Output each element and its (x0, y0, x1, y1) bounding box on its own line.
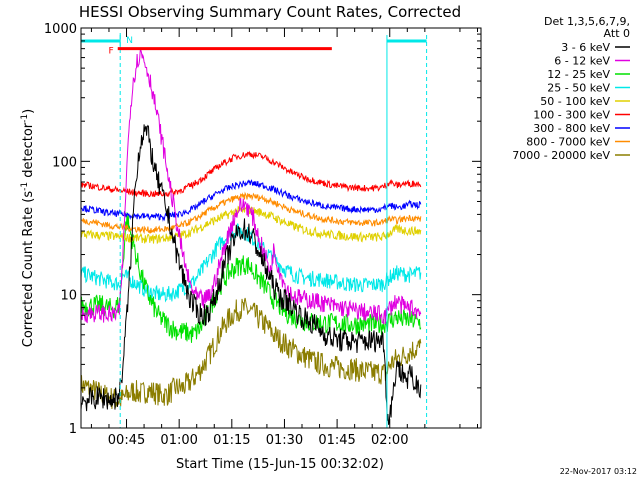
timestamp-label: 22-Nov-2017 03:12 (560, 467, 637, 476)
series-line-3 (81, 223, 422, 303)
flag-f-label: F (109, 47, 114, 57)
legend-entry-4: 50 - 100 keV (540, 95, 610, 108)
chart-title: HESSI Observing Summary Count Rates, Cor… (79, 3, 461, 21)
series-line-0 (81, 124, 422, 425)
legend-entry-0: 3 - 6 keV (561, 41, 610, 54)
y-axis-label-exp2: -1 (20, 114, 30, 123)
series-line-7 (81, 191, 422, 235)
legend-entry-1: 6 - 12 keV (554, 55, 610, 68)
series-line-6 (81, 179, 422, 222)
flag-n-label: N (126, 36, 133, 46)
x-tick-label: 01:15 (213, 433, 250, 448)
series-line-8 (81, 297, 422, 409)
x-axis-label: Start Time (15-Jun-15 00:32:02) (176, 457, 384, 472)
x-tick-label: 02:00 (371, 433, 408, 448)
y-axis-label-part3: ) (21, 109, 36, 114)
x-tick-label: 01:00 (160, 433, 197, 448)
legend-entry-3: 25 - 50 keV (547, 82, 610, 95)
legend-header-0: Det 1,3,5,6,7,9, (544, 15, 630, 28)
legend-entry-7: 800 - 7000 keV (526, 136, 610, 149)
y-tick-label: 10 (60, 289, 77, 304)
legend-entry-2: 12 - 25 keV (547, 68, 610, 81)
y-tick-label: 1000 (44, 22, 77, 37)
legend-entry-6: 300 - 800 keV (533, 122, 610, 135)
legend-entry-5: 100 - 300 keV (533, 109, 610, 122)
y-axis-label-part2: detector (21, 122, 36, 182)
y-axis-label: Corrected Count Rate (s-1 detector-1) (20, 109, 36, 347)
x-tick-label: 00:45 (108, 433, 145, 448)
chart-marks (81, 48, 422, 425)
y-axis-label-part1: Corrected Count Rate (s (21, 191, 36, 348)
y-axis-label-exp1: -1 (20, 182, 30, 191)
y-tick-label: 100 (52, 155, 77, 170)
chart-axes: F N 1 10 100 1000 00:45 01:00 01:15 01:30 01:45 02:… (44, 22, 482, 448)
plot-frame (80, 27, 482, 429)
x-tick-label: 01:30 (266, 433, 303, 448)
series-line-1 (81, 48, 422, 326)
legend-entry-8: 7000 - 20000 keV (512, 149, 610, 162)
legend-header-1: Att 0 (604, 27, 630, 40)
series-line-4 (81, 204, 422, 245)
y-tick-label: 1 (69, 422, 77, 437)
x-tick-label: 01:45 (318, 433, 355, 448)
series-line-5 (81, 150, 422, 198)
